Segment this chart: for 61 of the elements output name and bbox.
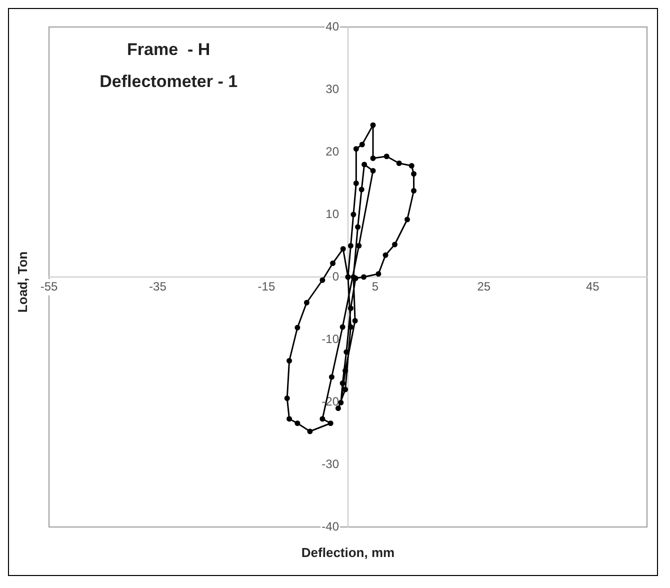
point: [376, 271, 382, 277]
point: [328, 420, 334, 426]
point: [411, 188, 417, 194]
point: [352, 318, 358, 324]
point: [294, 420, 300, 426]
y-tick-label: 30: [326, 82, 340, 96]
x-axis-title: Deflection, mm: [301, 545, 395, 560]
point: [348, 243, 354, 248]
point: [320, 416, 326, 422]
point: [348, 324, 354, 330]
point: [340, 246, 346, 252]
text: Frame - H: [127, 40, 210, 59]
point: [348, 306, 354, 311]
point: [350, 212, 356, 218]
text: Deflectometer - 1: [100, 72, 238, 91]
point: [353, 146, 359, 152]
y-tick-label: 0: [332, 269, 340, 284]
point: [342, 368, 348, 374]
point: [353, 180, 359, 186]
y-axis-title: Load, Ton: [15, 251, 30, 313]
point: [370, 168, 376, 174]
y-tick-label: 10: [326, 206, 340, 221]
point: [286, 416, 292, 422]
point: [304, 300, 310, 306]
point: [370, 156, 376, 161]
x-tick-label: 5: [372, 280, 379, 294]
x-tick-label: 45: [586, 280, 600, 294]
y-tick-label: -40: [322, 519, 340, 534]
point: [284, 396, 290, 401]
y-tick-label: 40: [326, 19, 340, 34]
point: [307, 428, 313, 434]
point: [286, 358, 292, 364]
point: [396, 160, 402, 166]
x-tick-label: 25: [477, 280, 491, 294]
x-tick-label: -55: [40, 280, 58, 294]
point: [338, 400, 344, 406]
point: [411, 171, 417, 177]
x-tick-label: -15: [258, 280, 276, 294]
point: [392, 242, 398, 248]
point: [384, 154, 390, 160]
x-tick-label: -35: [149, 280, 167, 294]
point: [328, 374, 334, 380]
point: [330, 260, 336, 266]
y-tick-label: -30: [322, 456, 340, 471]
point: [370, 122, 376, 128]
point: [358, 186, 364, 192]
point: [342, 386, 348, 392]
point: [382, 252, 388, 258]
point: [404, 216, 410, 222]
point: [361, 274, 367, 280]
point: [356, 243, 362, 248]
point: [340, 324, 346, 330]
y-tick-label: -10: [322, 332, 340, 346]
y-tick-label: 20: [326, 144, 340, 158]
point: [294, 324, 300, 330]
point: [340, 380, 346, 386]
point: [359, 142, 365, 148]
point: [362, 162, 368, 168]
point: [320, 277, 326, 283]
point: [355, 224, 361, 230]
point: [408, 163, 414, 168]
